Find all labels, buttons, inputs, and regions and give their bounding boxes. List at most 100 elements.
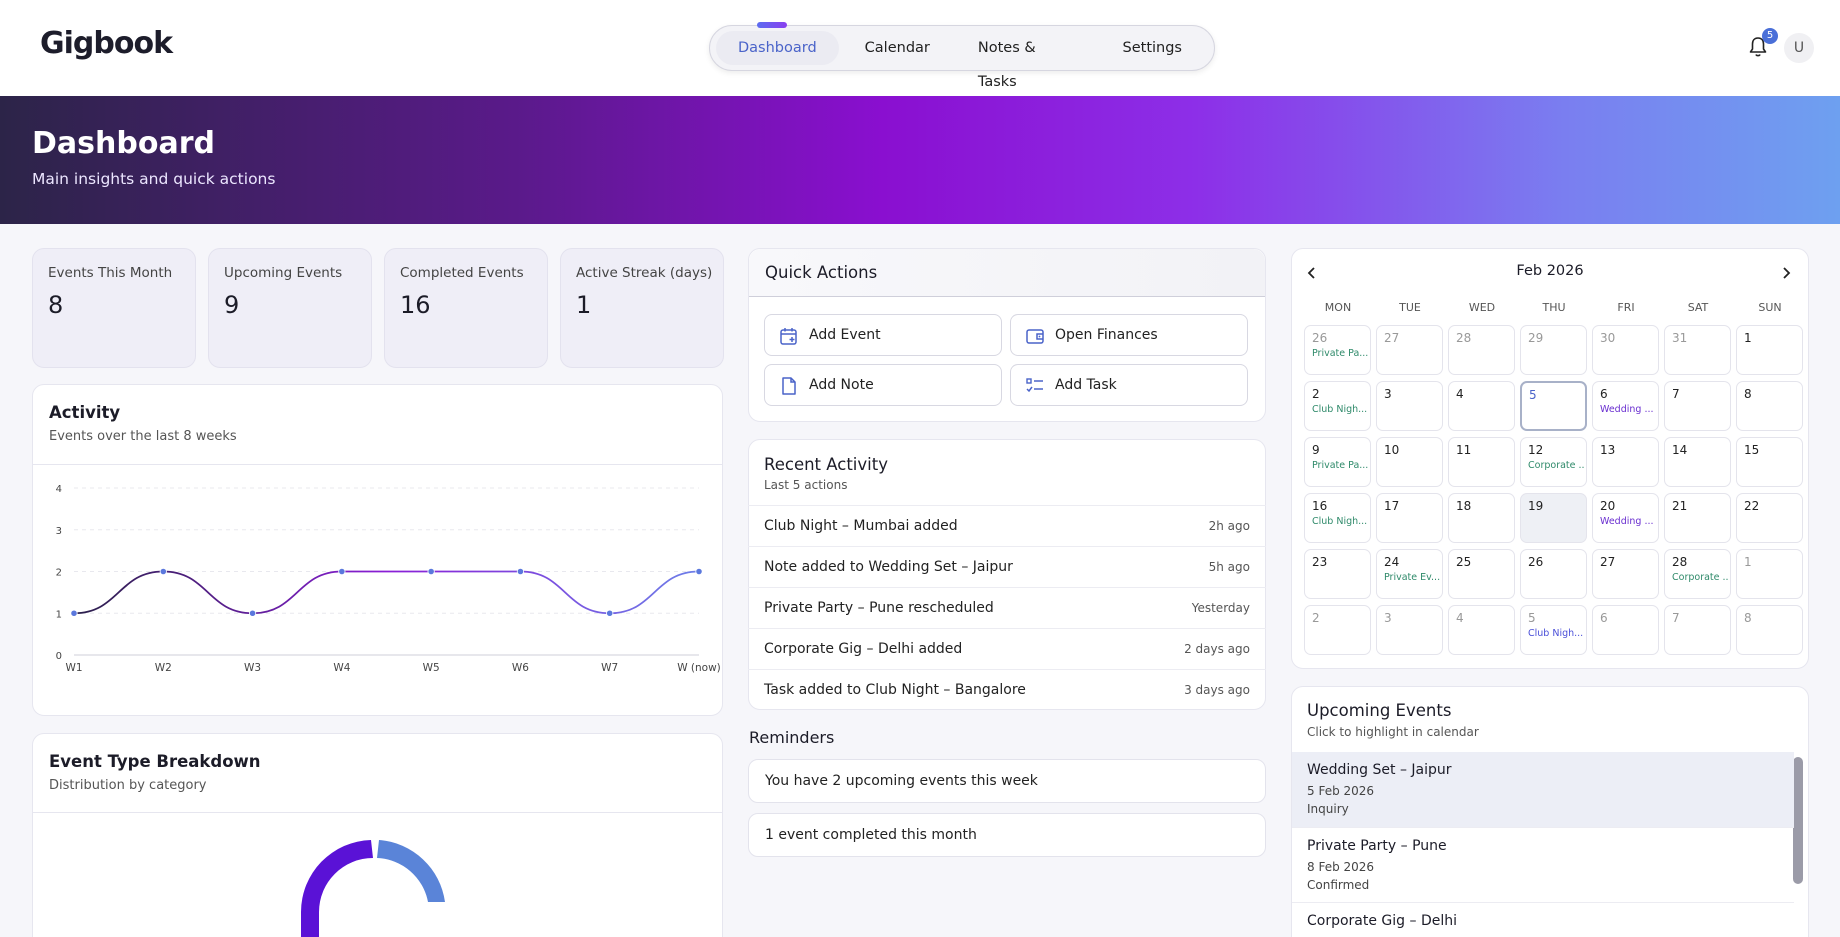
calendar-day-cell[interactable]: 25	[1448, 549, 1515, 599]
calendar-day-cell[interactable]: 22	[1736, 493, 1803, 543]
calendar-day-cell[interactable]: 28	[1448, 325, 1515, 375]
day-event-label: Private Ev...	[1384, 572, 1440, 583]
calendar-day-cell[interactable]: 29	[1520, 325, 1587, 375]
calendar-day-cell[interactable]: 10	[1376, 437, 1443, 487]
day-number: 25	[1456, 555, 1472, 569]
calendar-day-cell[interactable]: 7	[1664, 605, 1731, 655]
activity-time: 5h ago	[1208, 560, 1250, 574]
calendar-day-cell[interactable]: 9 Private Pa...	[1304, 437, 1371, 487]
day-number: 1	[1744, 555, 1752, 569]
day-number: 2	[1312, 611, 1320, 625]
chevron-left-icon[interactable]	[1304, 265, 1320, 281]
notification-badge: 5	[1762, 28, 1778, 44]
calendar-day-cell[interactable]: 27	[1592, 549, 1659, 599]
day-number: 19	[1528, 499, 1544, 513]
day-number: 26	[1312, 331, 1328, 345]
calendar-day-cell[interactable]: 26	[1520, 549, 1587, 599]
calendar-day-cell[interactable]: 11	[1448, 437, 1515, 487]
add-event-button[interactable]: Add Event	[764, 314, 1002, 356]
day-event-label: Club Nigh...	[1312, 404, 1368, 415]
calendar-day-cell[interactable]: 18	[1448, 493, 1515, 543]
calendar-day-cell[interactable]: 13	[1592, 437, 1659, 487]
calendar-day-cell[interactable]: 1	[1736, 325, 1803, 375]
calendar-day-cell[interactable]: 4	[1448, 605, 1515, 655]
calendar-day-cell[interactable]: 19	[1520, 493, 1587, 543]
main-nav: Dashboard Calendar Notes & Tasks Setting…	[709, 22, 1215, 90]
y-tick-label: 4	[56, 484, 62, 495]
day-number: 13	[1600, 443, 1616, 457]
calendar-day-cell[interactable]: 2	[1304, 605, 1371, 655]
stat-value: 1	[576, 291, 592, 319]
calendar-day-cell[interactable]: 1	[1736, 549, 1803, 599]
activity-time: 3 days ago	[1184, 683, 1250, 697]
day-number: 27	[1600, 555, 1616, 569]
avatar[interactable]: U	[1784, 33, 1814, 63]
activity-text: Private Party – Pune rescheduled	[764, 600, 994, 616]
calendar-day-cell[interactable]: 28 Corporate ...	[1664, 549, 1731, 599]
open-finances-button[interactable]: Open Finances	[1010, 314, 1248, 356]
day-event-label: Corporate ...	[1672, 572, 1728, 583]
calendar-add-icon	[780, 328, 797, 345]
calendar-day-cell[interactable]: 6	[1592, 605, 1659, 655]
upcoming-event-item[interactable]: Corporate Gig – Delhi	[1292, 902, 1794, 937]
data-point	[695, 567, 703, 576]
calendar-day-cell[interactable]: 26 Private Pa...	[1304, 325, 1371, 375]
logo[interactable]: Gigbook	[40, 26, 173, 61]
x-tick-label: W4	[333, 662, 350, 674]
day-number: 8	[1744, 611, 1752, 625]
calendar-day-cell[interactable]: 24 Private Ev...	[1376, 549, 1443, 599]
day-number: 22	[1744, 499, 1760, 513]
calendar-day-cell[interactable]: 8	[1736, 605, 1803, 655]
calendar-day-cell[interactable]: 8	[1736, 381, 1803, 431]
day-number: 1	[1744, 331, 1752, 345]
upcoming-event-item[interactable]: Wedding Set – Jaipur 5 Feb 2026 Inquiry	[1292, 752, 1794, 827]
tab-settings[interactable]: Settings	[1122, 40, 1182, 56]
calendar-day-cell[interactable]: 30	[1592, 325, 1659, 375]
calendar-day-cell[interactable]: 3	[1376, 381, 1443, 431]
reminder-text: You have 2 upcoming events this week	[765, 773, 1038, 789]
calendar-day-cell[interactable]: 15	[1736, 437, 1803, 487]
upcoming-event-item[interactable]: Private Party – Pune 8 Feb 2026 Confirme…	[1292, 827, 1794, 902]
x-tick-label: W7	[601, 662, 618, 674]
calendar-month-label: Feb 2026	[1516, 263, 1584, 279]
calendar-day-cell[interactable]: 5 Club Nigh...	[1520, 605, 1587, 655]
day-number: 12	[1528, 443, 1544, 457]
calendar-day-cell[interactable]: 4	[1448, 381, 1515, 431]
wallet-icon	[1026, 329, 1044, 344]
tab-dashboard[interactable]: Dashboard	[716, 31, 839, 65]
calendar-day-cell[interactable]: 12 Corporate ...	[1520, 437, 1587, 487]
add-task-button[interactable]: Add Task	[1010, 364, 1248, 406]
chevron-right-icon[interactable]	[1778, 265, 1794, 281]
calendar-day-cell[interactable]: 2 Club Nigh...	[1304, 381, 1371, 431]
calendar-day-cell[interactable]: 21	[1664, 493, 1731, 543]
data-point	[248, 609, 257, 617]
day-number: 26	[1528, 555, 1544, 569]
open-finances-label: Open Finances	[1055, 327, 1158, 343]
calendar-day-cell[interactable]: 14	[1664, 437, 1731, 487]
tab-calendar[interactable]: Calendar	[864, 40, 930, 56]
calendar-day-cell[interactable]: 3	[1376, 605, 1443, 655]
bell-icon[interactable]	[1748, 36, 1768, 58]
calendar-day-cell[interactable]: 6 Wedding ...	[1592, 381, 1659, 431]
weekday-header: SAT	[1687, 301, 1709, 314]
calendar-day-cell[interactable]: 7	[1664, 381, 1731, 431]
reminder-text: 1 event completed this month	[765, 827, 977, 843]
event-name: Private Party – Pune	[1307, 838, 1447, 854]
weekday-header: TUE	[1399, 301, 1421, 314]
stat-value: 8	[48, 291, 64, 319]
add-note-button[interactable]: Add Note	[764, 364, 1002, 406]
calendar-day-cell[interactable]: 23	[1304, 549, 1371, 599]
scrollbar-thumb[interactable]	[1793, 757, 1803, 884]
tab-notes-tasks[interactable]: Notes & Tasks	[977, 40, 1036, 90]
day-number: 28	[1672, 555, 1688, 569]
calendar-day-cell[interactable]: 17	[1376, 493, 1443, 543]
calendar-day-cell[interactable]: 20 Wedding ...	[1592, 493, 1659, 543]
activity-time: 2 days ago	[1184, 642, 1250, 656]
calendar-day-cell[interactable]: 5	[1520, 381, 1587, 431]
add-event-label: Add Event	[809, 327, 881, 343]
calendar-day-cell[interactable]: 27	[1376, 325, 1443, 375]
calendar-day-cell[interactable]: 31	[1664, 325, 1731, 375]
calendar-day-cell[interactable]: 16 Club Nigh...	[1304, 493, 1371, 543]
quick-actions-header: Quick Actions	[749, 249, 1265, 297]
breakdown-title: Event Type Breakdown	[49, 752, 261, 771]
